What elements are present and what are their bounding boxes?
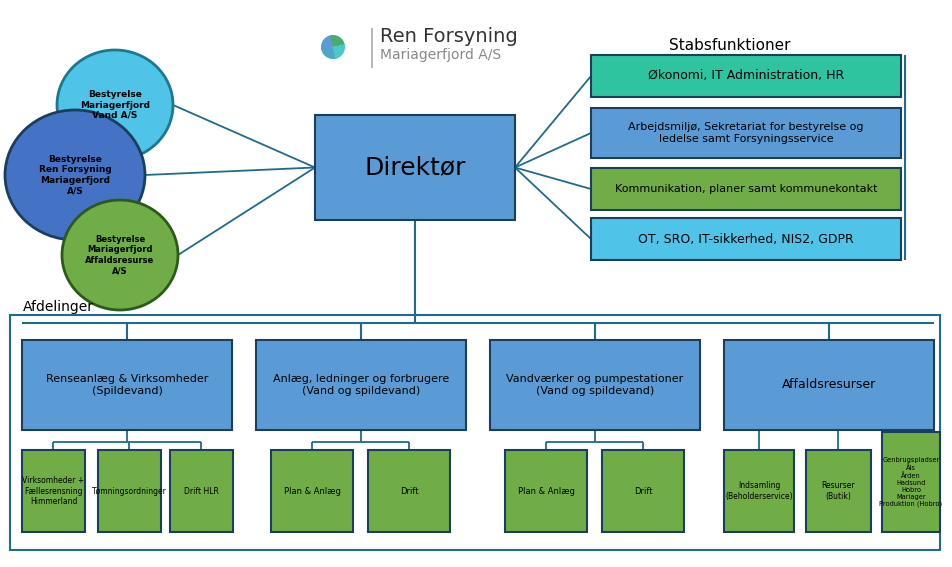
Text: Mariagerfjord A/S: Mariagerfjord A/S <box>380 48 501 62</box>
Wedge shape <box>321 47 337 59</box>
Text: Stabsfunktioner: Stabsfunktioner <box>668 38 790 53</box>
Text: Indsamling
(Beholderservice): Indsamling (Beholderservice) <box>724 481 792 501</box>
Wedge shape <box>329 35 345 47</box>
Ellipse shape <box>5 110 145 240</box>
Text: Drift: Drift <box>633 486 651 496</box>
Text: Afdelinger: Afdelinger <box>23 300 94 314</box>
Text: Virksomheder +
Fællesrensning
Himmerland: Virksomheder + Fællesrensning Himmerland <box>23 476 85 506</box>
Text: Drift HLR: Drift HLR <box>184 486 219 496</box>
Wedge shape <box>332 44 345 59</box>
Text: Resurser
(Butik): Resurser (Butik) <box>821 481 854 501</box>
Text: Plan & Anlæg: Plan & Anlæg <box>284 486 340 496</box>
Text: Vandværker og pumpestationer
(Vand og spildevand): Vandværker og pumpestationer (Vand og sp… <box>506 374 683 396</box>
FancyBboxPatch shape <box>489 340 700 430</box>
FancyBboxPatch shape <box>22 450 85 532</box>
Text: Kommunikation, planer samt kommunekontakt: Kommunikation, planer samt kommunekontak… <box>614 184 877 194</box>
FancyBboxPatch shape <box>590 108 900 158</box>
Wedge shape <box>321 35 332 50</box>
Text: Ren Forsyning: Ren Forsyning <box>380 27 517 45</box>
FancyBboxPatch shape <box>505 450 586 532</box>
FancyBboxPatch shape <box>724 340 933 430</box>
FancyBboxPatch shape <box>169 450 232 532</box>
Text: Bestyrelse
Mariagerfjord
Affaldsresurse
A/S: Bestyrelse Mariagerfjord Affaldsresurse … <box>86 235 154 275</box>
Text: Bestyrelse
Mariagerfjord
Vand A/S: Bestyrelse Mariagerfjord Vand A/S <box>80 90 149 120</box>
Text: OT, SRO, IT-sikkerhed, NIS2, GDPR: OT, SRO, IT-sikkerhed, NIS2, GDPR <box>638 232 853 246</box>
Text: Arbejdsmiljø, Sekretariat for bestyrelse og
ledelse samt Forsyningsservice: Arbejdsmiljø, Sekretariat for bestyrelse… <box>627 122 863 144</box>
Text: Økonomi, IT Administration, HR: Økonomi, IT Administration, HR <box>647 70 843 83</box>
FancyBboxPatch shape <box>590 55 900 97</box>
Text: Plan & Anlæg: Plan & Anlæg <box>517 486 574 496</box>
Text: Direktør: Direktør <box>364 155 466 180</box>
FancyBboxPatch shape <box>881 432 939 532</box>
FancyBboxPatch shape <box>590 218 900 260</box>
FancyBboxPatch shape <box>315 115 514 220</box>
Ellipse shape <box>57 50 173 160</box>
FancyBboxPatch shape <box>270 450 352 532</box>
FancyBboxPatch shape <box>602 450 684 532</box>
Text: Renseanlæg & Virksomheder
(Spildevand): Renseanlæg & Virksomheder (Spildevand) <box>46 374 208 396</box>
FancyBboxPatch shape <box>22 340 231 430</box>
FancyBboxPatch shape <box>98 450 161 532</box>
FancyBboxPatch shape <box>590 168 900 210</box>
FancyBboxPatch shape <box>256 340 466 430</box>
Text: Drift: Drift <box>399 486 418 496</box>
Text: Genbrugspladser
Åls
Ården
Hadsund
Hobro
Mariager
Produktion (Hobro): Genbrugspladser Åls Ården Hadsund Hobro … <box>879 457 942 507</box>
Text: Tømningsordninger: Tømningsordninger <box>92 486 167 496</box>
Ellipse shape <box>62 200 178 310</box>
FancyBboxPatch shape <box>724 450 793 532</box>
FancyBboxPatch shape <box>805 450 870 532</box>
Text: Affaldsresurser: Affaldsresurser <box>781 379 875 391</box>
Text: Bestyrelse
Ren Forsyning
Mariagerfjord
A/S: Bestyrelse Ren Forsyning Mariagerfjord A… <box>39 155 111 195</box>
Text: Anlæg, ledninger og forbrugere
(Vand og spildevand): Anlæg, ledninger og forbrugere (Vand og … <box>272 374 448 396</box>
FancyBboxPatch shape <box>367 450 449 532</box>
